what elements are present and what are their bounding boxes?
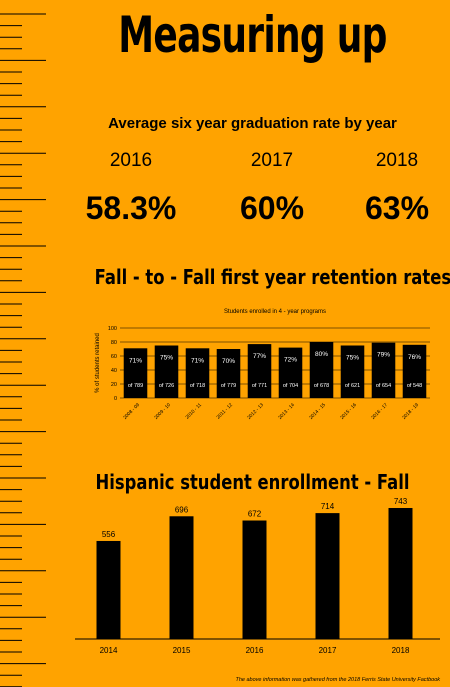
page-title: Measuring up	[118, 6, 387, 64]
retention-count-label: of 718	[190, 383, 205, 389]
retention-count-label: of 654	[376, 383, 391, 389]
retention-subtitle: Students enrolled in 4 - year programs	[223, 309, 327, 315]
retention-y-tick: 20	[111, 382, 117, 388]
retention-x-tick: 2013 - 14	[277, 402, 296, 421]
hispanic-value-label: 672	[248, 510, 262, 519]
retention-count-label: of 548	[407, 383, 422, 389]
retention-value-label: 76%	[408, 354, 421, 361]
hispanic-bar	[242, 520, 267, 639]
graduation-rate: 60%	[239, 190, 305, 226]
retention-count-label: of 726	[159, 383, 174, 389]
graduation-title: Average six year graduation rate by year	[108, 115, 397, 132]
retention-chart: % of students retained 0 20 40 60 80 100 71% of …	[95, 326, 430, 421]
ruler-decoration	[0, 13, 46, 687]
retention-count-label: of 771	[252, 383, 267, 389]
retention-value-label: 75%	[160, 355, 173, 362]
retention-value-label: 75%	[346, 355, 359, 362]
hispanic-value-label: 714	[321, 502, 335, 511]
graduation-year: 2016	[109, 150, 153, 171]
retention-bar	[402, 344, 427, 398]
retention-y-tick: 60	[111, 354, 117, 360]
retention-value-label: 79%	[377, 352, 390, 359]
retention-bar	[123, 348, 148, 398]
retention-bar	[340, 345, 365, 398]
retention-x-tick: 2012 - 13	[246, 402, 265, 421]
retention-value-label: 72%	[284, 357, 297, 364]
retention-bar	[309, 342, 334, 398]
retention-x-tick: 2008 - 09	[122, 402, 141, 421]
hispanic-x-tick: 2017	[319, 646, 337, 655]
retention-count-label: of 678	[314, 383, 329, 389]
retention-y-tick: 80	[111, 340, 117, 346]
graduation-rate: 63%	[364, 190, 430, 226]
retention-count-label: of 704	[283, 383, 298, 389]
retention-value-label: 77%	[253, 353, 266, 360]
footnote: The above information was gathered from …	[235, 677, 440, 683]
hispanic-bar	[388, 507, 413, 639]
retention-x-tick: 2010 - 11	[185, 402, 204, 421]
hispanic-value-label: 556	[102, 530, 116, 539]
hispanic-chart: 556 2014 696 2015 672 2016 714 2017 743 2018	[75, 497, 440, 655]
retention-count-label: of 779	[221, 383, 236, 389]
hispanic-x-tick: 2018	[392, 646, 410, 655]
hispanic-bar	[96, 540, 121, 639]
retention-bar	[185, 348, 210, 398]
retention-y-tick: 0	[114, 396, 117, 402]
retention-x-tick: 2015 - 16	[339, 402, 358, 421]
retention-y-label: % of students retained	[95, 333, 101, 393]
retention-value-label: 70%	[222, 358, 235, 365]
retention-bar	[154, 345, 179, 398]
retention-x-tick: 2016 - 17	[370, 402, 389, 421]
retention-bar	[247, 344, 272, 398]
retention-count-label: of 789	[128, 383, 143, 389]
hispanic-value-label: 696	[175, 505, 189, 514]
retention-y-tick: 100	[108, 326, 117, 332]
retention-bar	[216, 349, 241, 398]
graduation-year: 2017	[250, 150, 294, 171]
hispanic-x-tick: 2014	[100, 646, 118, 655]
graduation-rate: 58.3%	[85, 190, 177, 226]
retention-bar	[278, 347, 303, 398]
retention-y-tick: 40	[111, 368, 117, 374]
retention-title: Fall - to - Fall first year retention ra…	[94, 265, 450, 289]
hispanic-x-tick: 2015	[173, 646, 191, 655]
retention-x-tick: 2014 - 15	[308, 402, 327, 421]
retention-x-tick: 2009 - 10	[153, 402, 172, 421]
hispanic-value-label: 743	[394, 497, 408, 506]
retention-x-tick: 2018 - 19	[401, 402, 420, 421]
hispanic-bar	[169, 516, 194, 639]
retention-value-label: 80%	[315, 351, 328, 358]
hispanic-x-tick: 2016	[246, 646, 264, 655]
retention-count-label: of 621	[345, 383, 360, 389]
graduation-year: 2018	[375, 150, 419, 171]
hispanic-title: Hispanic student enrollment - Fall	[95, 470, 410, 494]
retention-x-tick: 2011 - 12	[216, 402, 235, 421]
retention-value-label: 71%	[191, 357, 204, 364]
retention-value-label: 71%	[129, 357, 142, 364]
hispanic-bar	[315, 513, 340, 639]
retention-bar	[371, 342, 396, 398]
